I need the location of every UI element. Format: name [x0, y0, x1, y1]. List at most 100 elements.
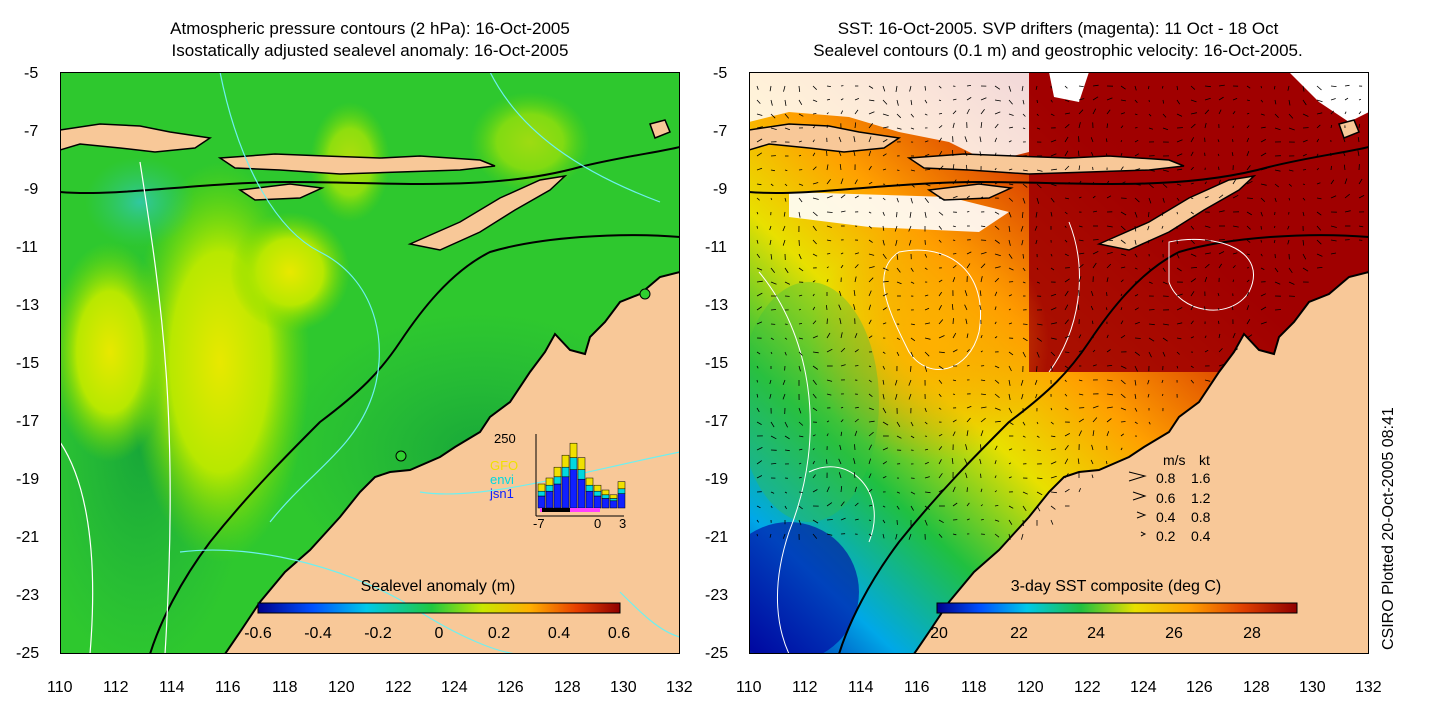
velocity-arrow — [1050, 337, 1057, 340]
velocity-arrow — [1288, 99, 1291, 106]
velocity-arrow — [868, 85, 874, 89]
velocity-arrow — [1050, 435, 1056, 438]
velocity-arrow — [1246, 305, 1250, 311]
velocity-arrow — [1036, 505, 1041, 512]
velocity-arrow — [1078, 379, 1083, 382]
velocity-arrow — [1316, 85, 1322, 91]
velocity-arrow — [1204, 306, 1206, 311]
velocity-arrow — [924, 505, 930, 511]
velocity-arrow — [952, 122, 955, 129]
velocity-arrow — [1120, 225, 1126, 231]
velocity-arrow — [812, 139, 815, 143]
velocity-arrow — [938, 379, 943, 384]
velocity-arrow — [1162, 323, 1169, 326]
velocity-arrow — [1064, 290, 1069, 297]
velocity-arrow — [1357, 150, 1360, 157]
velocity-arrow — [882, 461, 888, 465]
velocity-arrow — [938, 181, 945, 185]
velocity-arrow — [853, 136, 856, 143]
velocity-arrow — [798, 211, 801, 218]
velocity-arrow — [1064, 433, 1070, 437]
velocity-arrow — [853, 304, 856, 311]
velocity-arrow — [1091, 152, 1094, 157]
velocity-arrow — [882, 267, 889, 271]
velocity-arrow — [1008, 267, 1014, 271]
velocity-arrow — [1008, 448, 1013, 451]
velocity-arrow — [1092, 417, 1098, 423]
velocity-arrow — [882, 351, 886, 354]
velocity-arrow — [868, 165, 872, 171]
right-cb-tick: 28 — [1243, 625, 1261, 642]
velocity-arrow — [1106, 292, 1108, 297]
velocity-arrow — [1217, 307, 1220, 311]
velocity-arrow — [868, 211, 872, 214]
velocity-arrow — [1232, 225, 1239, 228]
velocity-arrow — [1078, 430, 1082, 437]
velocity-arrow — [980, 334, 983, 339]
velocity-arrow — [1316, 138, 1320, 143]
velocity-arrow — [1021, 239, 1024, 246]
velocity-arrow — [1246, 211, 1253, 216]
velocity-arrow — [1316, 197, 1322, 200]
velocity-arrow — [966, 85, 972, 87]
velocity-arrow — [1204, 335, 1207, 339]
velocity-legend-ms: 0.2 — [1156, 528, 1176, 544]
velocity-arrow — [826, 379, 833, 382]
velocity-arrow — [1120, 152, 1123, 157]
velocity-arrow — [1302, 183, 1306, 185]
velocity-arrow — [1134, 211, 1138, 218]
velocity-arrow — [854, 406, 859, 409]
velocity-arrow — [868, 181, 873, 185]
velocity-arrow — [1190, 267, 1198, 269]
velocity-arrow — [1022, 505, 1027, 512]
velocity-arrow — [1106, 180, 1110, 185]
right-colorbar-ticks: 20 22 24 26 28 — [930, 625, 1261, 642]
right-x-tick: 128 — [1243, 679, 1270, 696]
velocity-arrow — [1246, 292, 1250, 297]
velocity-arrow — [1064, 182, 1070, 185]
velocity-arrow — [910, 421, 914, 427]
velocity-arrow — [798, 267, 804, 272]
velocity-arrow — [1246, 112, 1250, 115]
velocity-arrow — [1050, 197, 1055, 203]
left-cb-tick: -0.4 — [304, 625, 332, 642]
velocity-arrow — [1148, 211, 1150, 218]
velocity-arrow — [1287, 225, 1290, 230]
velocity-arrow — [826, 225, 832, 228]
velocity-arrow — [908, 239, 912, 246]
velocity-arrow — [994, 321, 997, 325]
velocity-arrow — [1021, 85, 1024, 92]
velocity-arrow — [882, 407, 887, 414]
velocity-arrow — [1008, 407, 1013, 414]
right-y-tick: -9 — [713, 181, 728, 198]
velocity-arrow — [1050, 351, 1056, 357]
right-y-tick: -5 — [713, 65, 728, 82]
velocity-arrow — [1036, 267, 1039, 270]
velocity-arrow — [1050, 153, 1057, 157]
velocity-arrow — [868, 393, 873, 398]
velocity-arrow — [894, 225, 898, 232]
left-title-line2: Isostatically adjusted sealevel anomaly:… — [171, 41, 569, 60]
velocity-arrow — [1036, 435, 1040, 438]
velocity-arrow — [994, 211, 1000, 215]
inset-xlabel-left: -7 — [533, 516, 545, 531]
velocity-arrow — [1036, 127, 1041, 130]
velocity-arrow — [1078, 263, 1084, 269]
velocity-arrow — [1218, 363, 1225, 367]
velocity-arrow — [894, 379, 898, 386]
velocity-arrow — [798, 365, 801, 372]
velocity-arrow — [1176, 197, 1180, 201]
velocity-arrow — [1316, 99, 1323, 103]
velocity-arrow — [1161, 393, 1164, 397]
velocity-arrow — [1274, 99, 1277, 105]
velocity-arrow — [1078, 150, 1080, 157]
velocity-arrow — [769, 239, 772, 245]
histogram-bar — [553, 466, 562, 478]
velocity-arrow — [1260, 183, 1267, 186]
velocity-arrow — [854, 365, 859, 367]
velocity-arrow — [826, 150, 828, 157]
velocity-arrow — [1190, 253, 1197, 257]
velocity-arrow — [839, 444, 842, 451]
velocity-arrow — [1036, 491, 1043, 496]
velocity-arrow — [994, 393, 1000, 399]
